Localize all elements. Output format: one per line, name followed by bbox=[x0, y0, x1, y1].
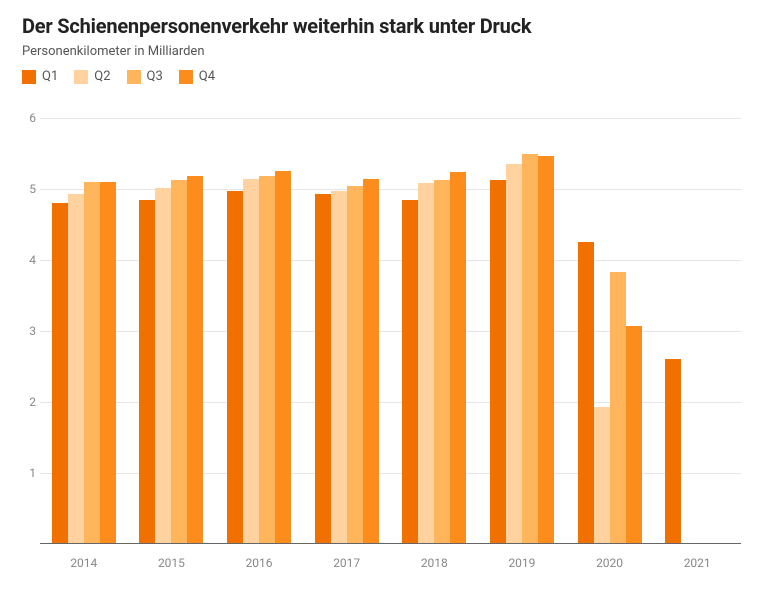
bar bbox=[363, 179, 379, 544]
x-tick-label: 2021 bbox=[653, 548, 741, 570]
x-axis: 20142015201620172018201920202021 bbox=[40, 548, 741, 570]
y-tick-label: 6 bbox=[29, 111, 36, 125]
bar bbox=[522, 154, 538, 544]
bar-group bbox=[566, 242, 654, 544]
bar bbox=[275, 171, 291, 544]
bar bbox=[155, 188, 171, 544]
bar-group bbox=[653, 359, 741, 544]
legend-label: Q2 bbox=[94, 69, 110, 84]
bar-group bbox=[128, 176, 216, 544]
bar-group bbox=[391, 172, 479, 544]
bar bbox=[52, 203, 68, 544]
bar bbox=[243, 179, 259, 544]
x-tick-label: 2014 bbox=[40, 548, 128, 570]
legend: Q1 Q2 Q3 Q4 bbox=[22, 69, 741, 84]
bar bbox=[450, 172, 466, 544]
bar bbox=[594, 407, 610, 544]
bar bbox=[84, 182, 100, 544]
plot-area bbox=[40, 104, 741, 544]
bar bbox=[610, 272, 626, 544]
x-baseline bbox=[40, 543, 741, 544]
legend-swatch bbox=[179, 70, 193, 84]
chart-title: Der Schienenpersonenverkehr weiterhin st… bbox=[22, 14, 741, 38]
y-tick-label: 3 bbox=[29, 324, 36, 338]
bar bbox=[259, 176, 275, 544]
bar bbox=[538, 156, 554, 544]
legend-swatch bbox=[127, 70, 141, 84]
bar bbox=[315, 194, 331, 544]
y-tick-label: 1 bbox=[29, 466, 36, 480]
bar-group bbox=[303, 179, 391, 544]
x-tick-label: 2017 bbox=[303, 548, 391, 570]
x-tick-label: 2018 bbox=[391, 548, 479, 570]
legend-item: Q1 bbox=[22, 69, 58, 84]
legend-swatch bbox=[22, 70, 36, 84]
bar bbox=[665, 359, 681, 544]
bar bbox=[578, 242, 594, 544]
bar bbox=[418, 183, 434, 544]
legend-item: Q4 bbox=[179, 69, 215, 84]
x-tick-label: 2016 bbox=[215, 548, 303, 570]
legend-label: Q1 bbox=[42, 69, 58, 84]
bar bbox=[171, 180, 187, 544]
legend-label: Q3 bbox=[147, 69, 163, 84]
bar bbox=[331, 191, 347, 544]
y-tick-label: 5 bbox=[29, 182, 36, 196]
bar bbox=[347, 186, 363, 544]
bar bbox=[626, 326, 642, 544]
bar-group bbox=[478, 154, 566, 544]
bar bbox=[139, 200, 155, 544]
y-tick-label: 2 bbox=[29, 395, 36, 409]
bar-groups bbox=[40, 104, 741, 544]
bar-group bbox=[215, 171, 303, 544]
bar bbox=[187, 176, 203, 544]
bar bbox=[227, 191, 243, 544]
legend-item: Q2 bbox=[74, 69, 110, 84]
x-tick-label: 2015 bbox=[128, 548, 216, 570]
bar bbox=[490, 180, 506, 544]
bar bbox=[100, 182, 116, 544]
bar-group bbox=[40, 182, 128, 544]
bar bbox=[506, 164, 522, 544]
y-tick-label: 4 bbox=[29, 253, 36, 267]
chart-subtitle: Personenkilometer in Milliarden bbox=[22, 44, 741, 59]
chart: 1 2 3 4 5 6 20142015201620172018201920202021 bbox=[22, 104, 741, 574]
legend-item: Q3 bbox=[127, 69, 163, 84]
bar bbox=[434, 180, 450, 544]
legend-swatch bbox=[74, 70, 88, 84]
bar bbox=[402, 200, 418, 544]
y-axis: 1 2 3 4 5 6 bbox=[22, 104, 40, 544]
bar bbox=[68, 194, 84, 544]
x-tick-label: 2019 bbox=[478, 548, 566, 570]
legend-label: Q4 bbox=[199, 69, 215, 84]
x-tick-label: 2020 bbox=[566, 548, 654, 570]
